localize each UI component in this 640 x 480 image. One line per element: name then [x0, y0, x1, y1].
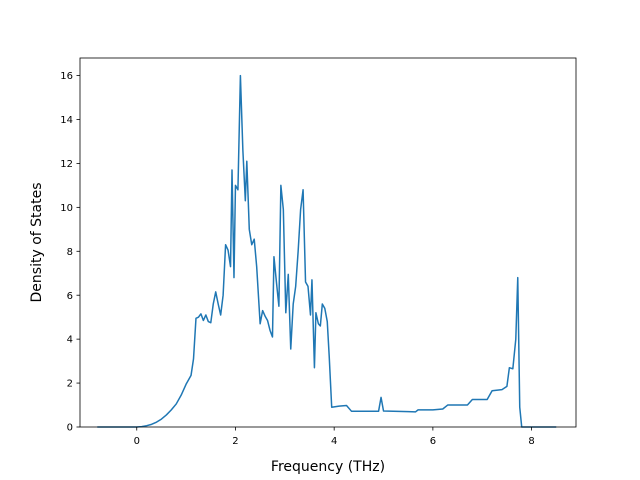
x-tick-label: 6	[430, 436, 436, 447]
x-tick-label: 8	[528, 436, 534, 447]
y-tick-label: 2	[67, 379, 73, 390]
y-tick-label: 6	[67, 291, 73, 302]
y-tick-label: 16	[60, 71, 73, 82]
plot-area-frame	[79, 57, 577, 428]
y-tick-label: 0	[67, 423, 73, 434]
x-tick-label: 4	[331, 436, 337, 447]
x-axis-ticks: 0 2 4 6 8	[134, 427, 535, 447]
dos-series-line	[97, 74, 557, 428]
y-tick-label: 12	[60, 159, 73, 170]
y-tick-label: 4	[67, 335, 73, 346]
x-tick-label: 2	[232, 436, 238, 447]
x-tick-label: 0	[134, 436, 140, 447]
series-layer	[97, 74, 557, 428]
y-axis-title: Density of States	[29, 183, 45, 303]
y-tick-label: 8	[67, 247, 73, 258]
y-tick-label: 14	[60, 115, 73, 126]
y-axis-ticks: 0 2 4 6 8 10 12 14 16	[60, 71, 80, 434]
x-axis-title: Frequency (THz)	[271, 459, 385, 475]
y-tick-label: 10	[60, 203, 73, 214]
